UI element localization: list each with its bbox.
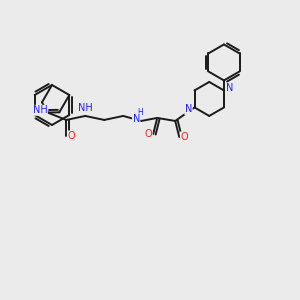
Text: N: N bbox=[226, 83, 234, 93]
Text: O: O bbox=[68, 131, 75, 141]
Text: N: N bbox=[133, 114, 140, 124]
Text: NH: NH bbox=[33, 105, 47, 115]
Text: O: O bbox=[144, 129, 152, 139]
Text: NH: NH bbox=[78, 103, 93, 113]
Text: H: H bbox=[137, 108, 143, 117]
Text: N: N bbox=[185, 104, 192, 114]
Text: O: O bbox=[180, 132, 188, 142]
